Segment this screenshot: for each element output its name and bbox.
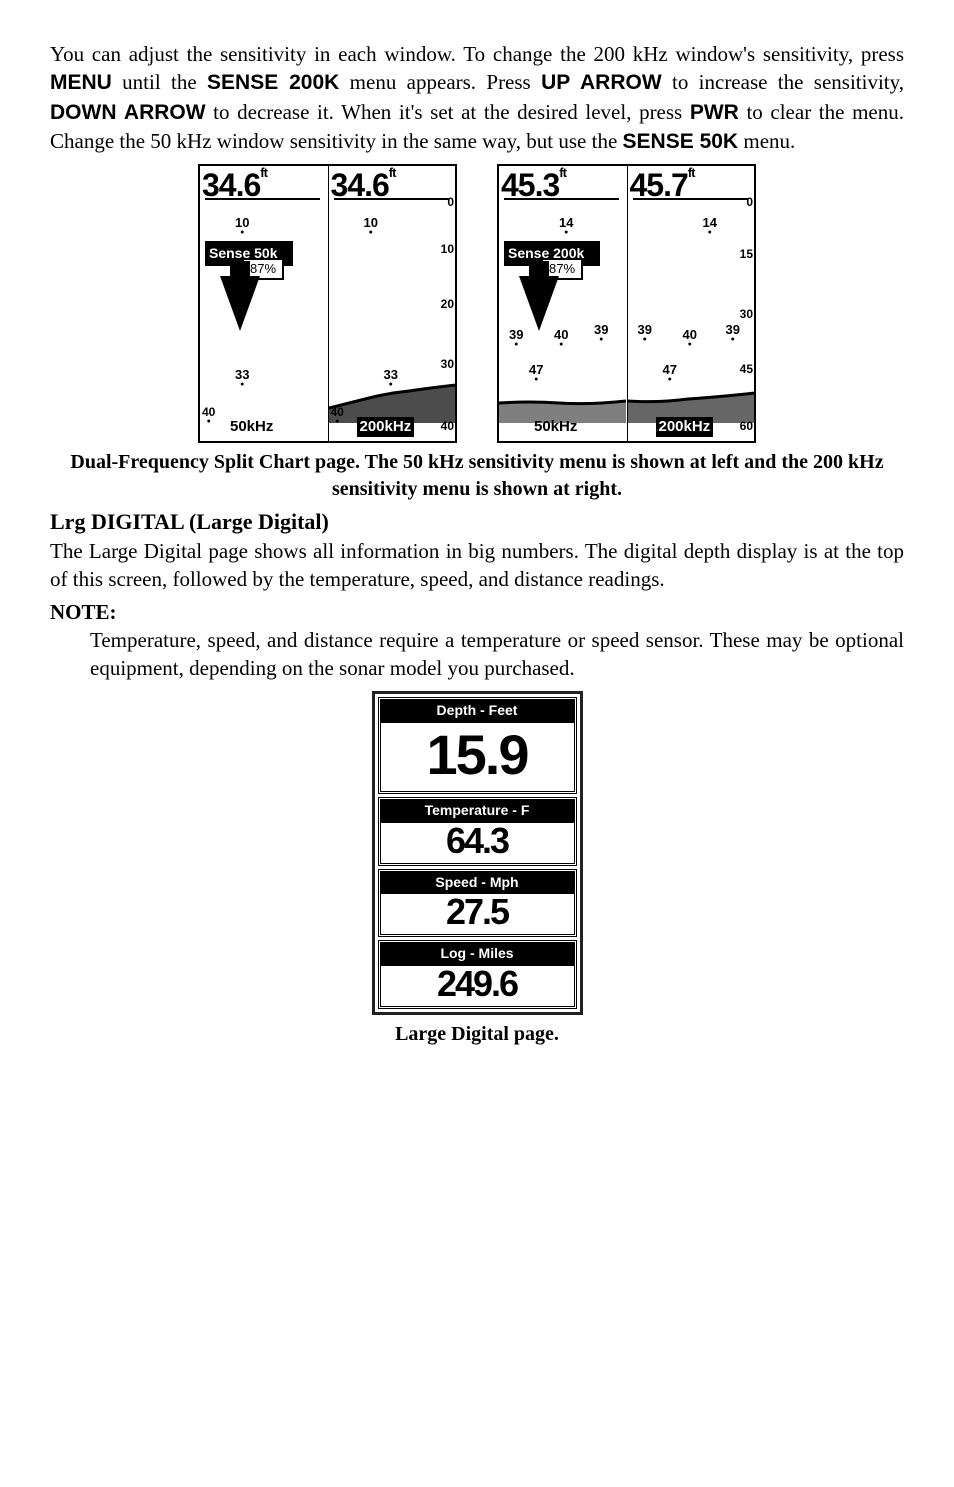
large-digital-screenshot: Depth - Feet 15.9 Temperature - F 64.3 S… [372, 691, 583, 1016]
fish-icon: 39 [638, 321, 652, 344]
text: You can adjust the sensitivity in each w… [50, 42, 904, 66]
note-body: Temperature, speed, and distance require… [90, 626, 904, 683]
fish-icon: 40 [554, 326, 568, 349]
arrow-down-icon [220, 276, 260, 331]
fish-icon: 14 [559, 214, 573, 237]
sense50k-label: SENSE 50K [623, 130, 739, 153]
menu-key: MENU [50, 71, 112, 94]
lcd-speed-box: Speed - Mph 27.5 [378, 869, 577, 938]
fish-icon: 40 [683, 326, 697, 349]
sonar-figure-row: 34.6ft 10 Sense 50k 87% 33 40 50kHz 34.6… [50, 164, 904, 443]
figure-caption-1: Dual-Frequency Split Chart page. The 50 … [50, 449, 904, 503]
paragraph-2: The Large Digital page shows all informa… [50, 537, 904, 594]
paragraph-1: You can adjust the sensitivity in each w… [50, 40, 904, 156]
lcd-depth-box: Depth - Feet 15.9 [378, 697, 577, 794]
depth-tick: 15 [740, 246, 753, 262]
text: to increase the sensitivity, [662, 70, 904, 94]
fish-icon: 14 [703, 214, 717, 237]
sonar-50k-left-half: 34.6ft 10 Sense 50k 87% 33 40 50kHz [200, 166, 328, 441]
sonar-200k-left-half: 45.3ft 14 Sense 200k 87% 39 40 39 47 50k… [499, 166, 627, 441]
depth-tick: 30 [441, 356, 454, 372]
up-arrow-key: UP ARROW [541, 71, 662, 94]
depth-reading: 45.3ft [501, 164, 566, 207]
freq-label: 50kHz [230, 417, 273, 437]
sonar-panel-200k: 45.3ft 14 Sense 200k 87% 39 40 39 47 50k… [497, 164, 756, 443]
text: menu. [738, 129, 795, 153]
lcd-speed-value: 27.5 [381, 894, 574, 934]
section-heading: Lrg DIGITAL (Large Digital) [50, 507, 904, 537]
lcd-depth-value: 15.9 [381, 723, 574, 791]
freq-label: 200kHz [357, 417, 415, 437]
freq-label: 50kHz [534, 417, 577, 437]
lcd-temp-box: Temperature - F 64.3 [378, 797, 577, 866]
fish-icon: 39 [509, 326, 523, 349]
fish-icon: 10 [364, 214, 378, 237]
depth-reading: 45.7ft [630, 164, 695, 207]
down-arrow-key: DOWN ARROW [50, 101, 206, 124]
sonar-50k-right-half: 34.6ft 0 10 20 30 40 10 33 40 200kHz [328, 166, 457, 441]
depth-tick: 20 [441, 296, 454, 312]
text: menu appears. Press [339, 70, 541, 94]
depth-tick: 10 [441, 241, 454, 257]
sense200k-label: SENSE 200K [207, 71, 339, 94]
fish-icon: 33 [235, 366, 249, 389]
terrain-trace [329, 373, 456, 423]
fish-icon: 10 [235, 214, 249, 237]
text: to decrease it. When it's set at the des… [206, 100, 690, 124]
figure-caption-2: Large Digital page. [50, 1021, 904, 1048]
note-heading: NOTE: [50, 598, 904, 626]
fish-icon: 39 [594, 321, 608, 344]
sonar-panel-50k: 34.6ft 10 Sense 50k 87% 33 40 50kHz 34.6… [198, 164, 457, 443]
freq-label: 200kHz [656, 417, 714, 437]
terrain-trace [628, 373, 755, 423]
lcd-log-value: 249.6 [381, 966, 574, 1006]
fish-icon: 39 [726, 321, 740, 344]
lcd-depth-label: Depth - Feet [381, 700, 574, 723]
depth-tick: 30 [740, 306, 753, 322]
fish-icon: 40 [202, 404, 215, 426]
lcd-temp-value: 64.3 [381, 823, 574, 863]
terrain-trace [499, 373, 626, 423]
lcd-log-box: Log - Miles 249.6 [378, 940, 577, 1009]
depth-reading: 34.6ft [331, 164, 396, 207]
text: until the [112, 70, 207, 94]
pwr-key: PWR [690, 101, 739, 124]
depth-tick: 0 [447, 194, 454, 210]
sonar-200k-right-half: 45.7ft 0 15 30 45 60 14 39 40 39 47 200k… [627, 166, 756, 441]
depth-tick: 0 [746, 194, 753, 210]
arrow-down-icon [519, 276, 559, 331]
depth-reading: 34.6ft [202, 164, 267, 207]
